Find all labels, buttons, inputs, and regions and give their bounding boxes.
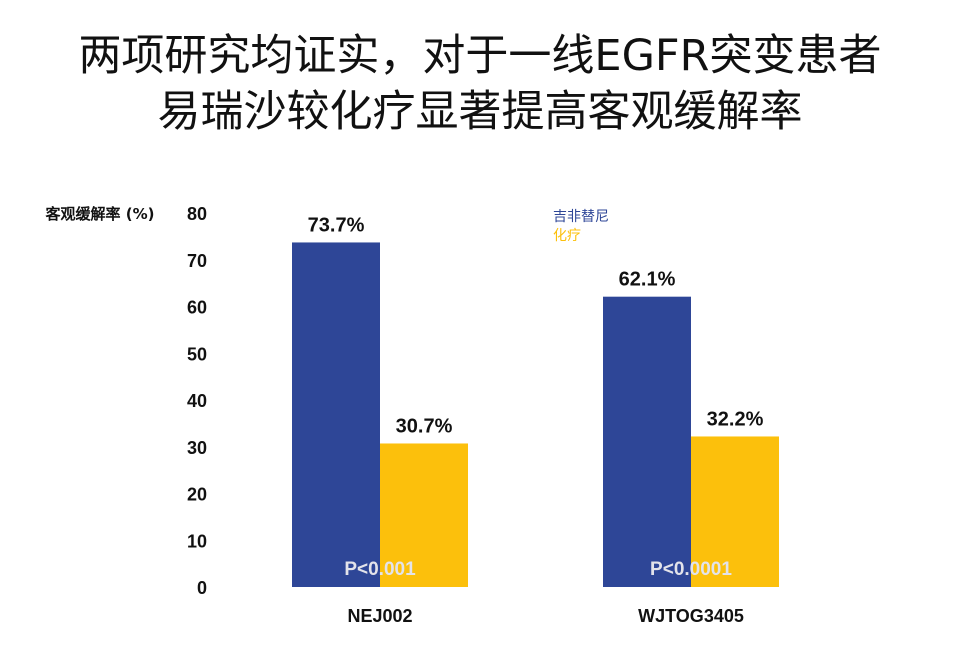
y-tick-label: 80 <box>187 204 207 224</box>
bar-value-label: 30.7% <box>396 415 453 437</box>
y-tick-label: 20 <box>187 485 207 505</box>
legend-entry: 化疗 <box>553 228 581 244</box>
bar-value-label: 32.2% <box>707 408 764 430</box>
y-tick-label: 70 <box>187 251 207 271</box>
x-axis-categories: NEJ002 WJTOG3405 <box>347 606 743 626</box>
y-tick-label: 60 <box>187 298 207 318</box>
p-value-label: P<0.001 <box>344 559 416 580</box>
bar-gefitinib-nej002 <box>292 242 380 587</box>
bars <box>292 242 779 587</box>
bar-chemo-wjtog3405 <box>691 436 779 587</box>
y-axis-label: 客观缓解率 (%) <box>45 205 155 223</box>
bar-value-label: 73.7% <box>308 214 365 236</box>
y-axis-ticks: 0 10 20 30 40 50 60 70 80 <box>187 204 207 598</box>
legend-entry: 吉非替尼 <box>553 209 609 225</box>
x-category-label: NEJ002 <box>347 606 412 626</box>
title-line-2: 易瑞沙较化疗显著提高客观缓解率 <box>157 87 803 137</box>
bar-value-labels: 73.7% 30.7% 62.1% 32.2% <box>308 214 764 437</box>
x-category-label: WJTOG3405 <box>638 606 744 626</box>
y-tick-label: 30 <box>187 438 207 458</box>
bar-chemo-nej002 <box>380 443 468 587</box>
y-tick-label: 0 <box>197 578 207 598</box>
y-tick-label: 50 <box>187 344 207 364</box>
bar-value-label: 62.1% <box>619 269 676 291</box>
slide-title: 两项研究均证实，对于一线EGFR突变患者 易瑞沙较化疗显著提高客观缓解率 <box>0 28 960 140</box>
p-value-label: P<0.0001 <box>650 559 732 580</box>
y-tick-label: 10 <box>187 531 207 551</box>
title-line-1: 两项研究均证实，对于一线EGFR突变患者 <box>78 31 882 81</box>
p-value-labels: P<0.001 P<0.0001 <box>344 559 732 580</box>
y-tick-label: 40 <box>187 391 207 411</box>
bar-gefitinib-wjtog3405 <box>603 296 691 587</box>
